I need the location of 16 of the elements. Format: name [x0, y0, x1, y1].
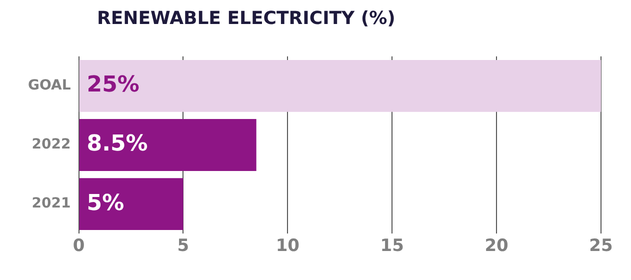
- x-tick-label: 5: [177, 236, 190, 256]
- bar: [79, 119, 256, 171]
- chart-title: RENEWABLE ELECTRICITY (%): [97, 8, 396, 29]
- bar: [79, 60, 601, 112]
- x-tick-label: 15: [380, 236, 404, 256]
- y-tick-label: GOAL: [28, 78, 71, 94]
- x-tick-label: 25: [589, 236, 613, 256]
- x-tick-label: 0: [72, 236, 85, 256]
- data-label: 8.5%: [86, 132, 148, 157]
- data-label: 25%: [86, 72, 140, 98]
- bar: [79, 178, 184, 230]
- x-tick-label: 10: [276, 236, 300, 256]
- y-tick-label: 2022: [32, 136, 71, 153]
- y-tick-label: 2021: [32, 196, 71, 212]
- x-tick-label: 20: [484, 236, 509, 256]
- data-label: 5%: [86, 190, 124, 216]
